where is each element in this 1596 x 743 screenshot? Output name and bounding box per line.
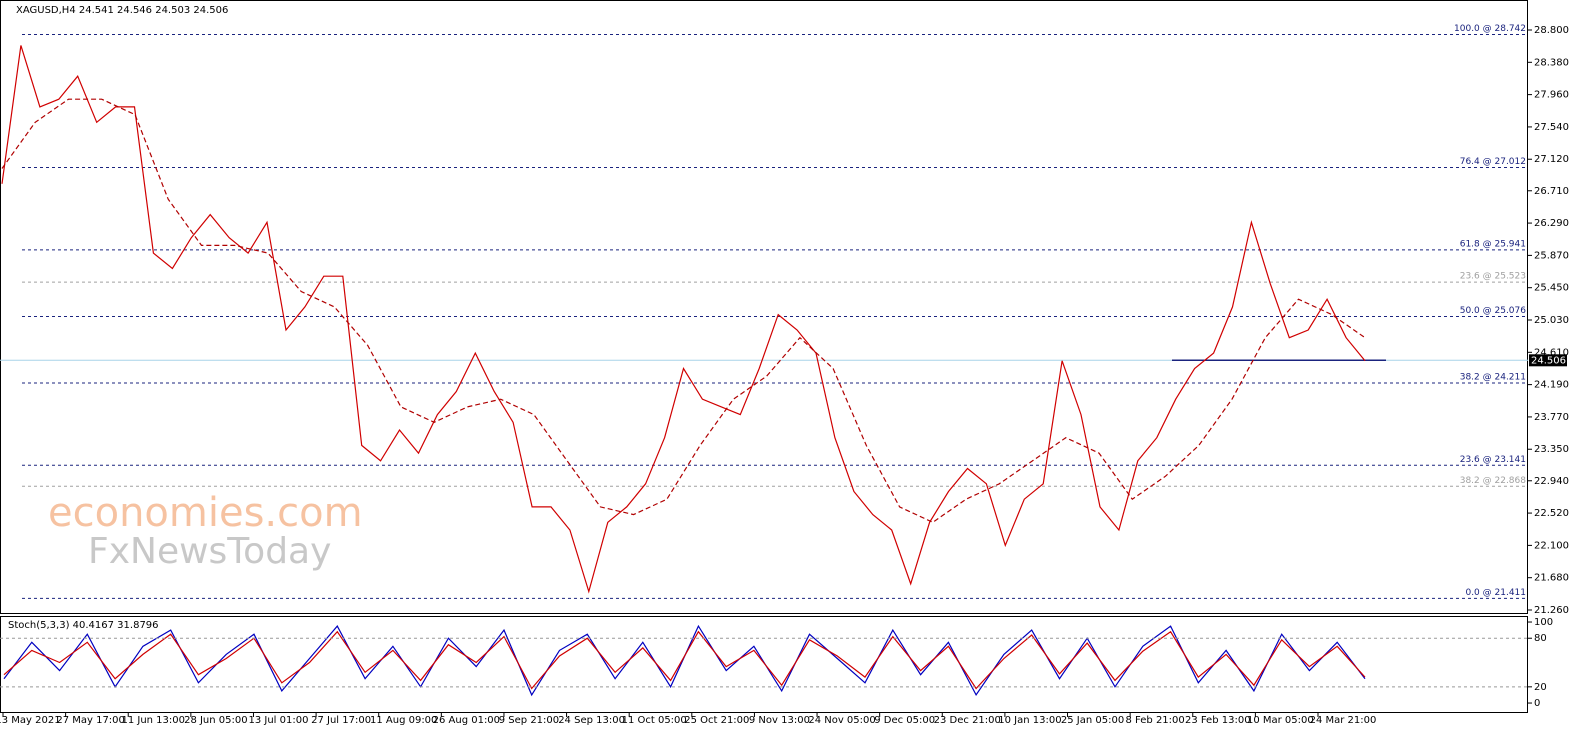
y-tick-label: 24.190 bbox=[1534, 380, 1569, 391]
fib-label: 23.6 @ 23.141 bbox=[1460, 455, 1526, 465]
x-tick-label: 11 Aug 09:00 bbox=[370, 715, 437, 726]
x-tick-label: 26 Aug 01:00 bbox=[433, 715, 500, 726]
x-tick-label: 27 Jul 17:00 bbox=[311, 715, 371, 726]
fib-label: 0.0 @ 21.411 bbox=[1465, 588, 1526, 598]
y-tick-label: 28.800 bbox=[1534, 25, 1569, 36]
y-tick-label: 21.680 bbox=[1534, 573, 1569, 584]
y-tick-label: 22.940 bbox=[1534, 476, 1569, 487]
series-line bbox=[1, 98, 1366, 523]
series-line bbox=[1, 45, 1366, 594]
x-tick-label: 9 Dec 05:00 bbox=[874, 715, 935, 726]
price-box bbox=[1529, 354, 1567, 367]
y-tick-label: 26.710 bbox=[1534, 186, 1569, 197]
y-tick-label: 22.520 bbox=[1534, 508, 1569, 519]
fib-label: 23.6 @ 25.523 bbox=[1460, 272, 1526, 282]
y-tick-label: 0 bbox=[1534, 698, 1540, 709]
y-tick-label: 27.540 bbox=[1534, 122, 1569, 133]
y-tick-label: 28.380 bbox=[1534, 57, 1569, 68]
y-tick-label: 23.770 bbox=[1534, 412, 1569, 423]
y-tick-label: 80 bbox=[1534, 633, 1547, 644]
stoch-title: Stoch(5,3,3) 40.4167 31.8796 bbox=[8, 620, 159, 631]
y-tick-label: 25.450 bbox=[1534, 283, 1569, 294]
x-tick-label: 23 Feb 13:00 bbox=[1185, 715, 1251, 726]
fib-label: 61.8 @ 25.941 bbox=[1460, 239, 1526, 249]
x-tick-label: 13 Jul 01:00 bbox=[248, 715, 308, 726]
series-line bbox=[3, 630, 1366, 690]
y-tick-label: 20 bbox=[1534, 682, 1547, 693]
y-tick-label: 23.350 bbox=[1534, 444, 1569, 455]
y-tick-label: 100 bbox=[1534, 617, 1553, 628]
x-tick-label: 11 Jun 13:00 bbox=[121, 715, 185, 726]
x-tick-label: 8 Feb 21:00 bbox=[1126, 715, 1185, 726]
x-tick-label: 13 May 2021 bbox=[0, 715, 61, 726]
y-tick-label: 25.030 bbox=[1534, 315, 1569, 326]
x-tick-label: 25 Jan 05:00 bbox=[1061, 715, 1124, 726]
x-tick-label: 11 Oct 05:00 bbox=[622, 715, 687, 726]
fib-label: 50.0 @ 25.076 bbox=[1460, 306, 1527, 316]
fib-label: 100.0 @ 28.742 bbox=[1454, 24, 1526, 34]
x-tick-label: 23 Dec 21:00 bbox=[934, 715, 1001, 726]
x-tick-label: 28 Jun 05:00 bbox=[184, 715, 248, 726]
x-tick-label: 27 May 17:00 bbox=[56, 715, 125, 726]
x-tick-label: 10 Mar 05:00 bbox=[1247, 715, 1314, 726]
stoch-panel bbox=[0, 616, 1528, 713]
fib-label: 38.2 @ 22.868 bbox=[1460, 476, 1527, 486]
watermark: FxNewsToday bbox=[88, 531, 331, 572]
fib-label: 38.2 @ 24.211 bbox=[1460, 373, 1526, 383]
y-tick-label: 25.870 bbox=[1534, 250, 1569, 261]
price-panel bbox=[0, 0, 1528, 614]
series-line bbox=[3, 624, 1366, 697]
y-tick-label: 26.290 bbox=[1534, 218, 1569, 229]
x-tick-label: 9 Sep 21:00 bbox=[499, 715, 559, 726]
y-tick-label: 27.960 bbox=[1534, 90, 1569, 101]
x-tick-label: 9 Nov 13:00 bbox=[749, 715, 810, 726]
x-tick-label: 25 Oct 21:00 bbox=[684, 715, 749, 726]
watermark: economies.com bbox=[48, 490, 363, 536]
y-tick-label: 21.260 bbox=[1534, 605, 1569, 616]
x-tick-label: 10 Jan 13:00 bbox=[998, 715, 1061, 726]
x-tick-label: 24 Mar 21:00 bbox=[1310, 715, 1377, 726]
chart-title: XAGUSD,H4 24.541 24.546 24.503 24.506 bbox=[16, 5, 228, 16]
y-tick-label: 27.120 bbox=[1534, 154, 1569, 165]
y-tick-label: 24.610 bbox=[1534, 347, 1569, 358]
current-price: 24.506 bbox=[1531, 355, 1566, 366]
y-tick-label: 22.100 bbox=[1534, 540, 1569, 551]
x-tick-label: 24 Nov 05:00 bbox=[808, 715, 875, 726]
fib-label: 76.4 @ 27.012 bbox=[1460, 157, 1526, 167]
x-tick-label: 24 Sep 13:00 bbox=[558, 715, 625, 726]
